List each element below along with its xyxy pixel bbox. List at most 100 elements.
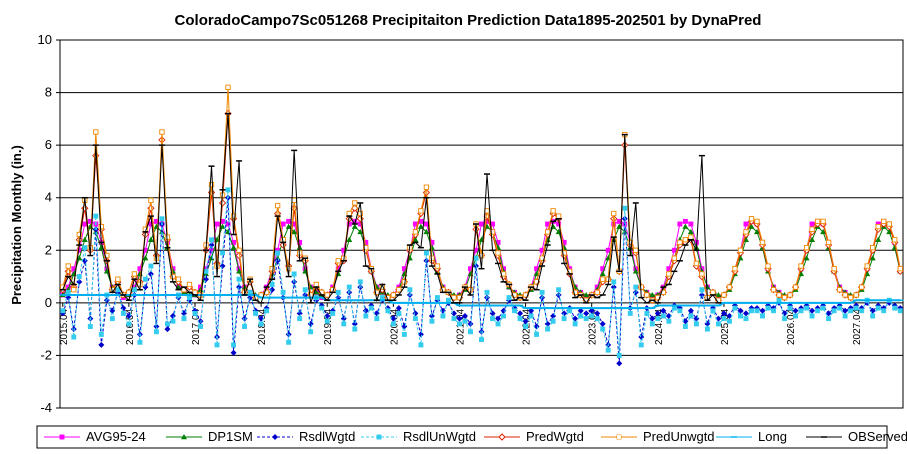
data-point <box>120 305 127 312</box>
data-point <box>836 287 843 293</box>
y-tick-label: -2 <box>40 347 52 362</box>
data-point <box>324 292 330 298</box>
data-point <box>351 320 358 327</box>
data-point <box>357 210 363 217</box>
data-point <box>148 197 154 203</box>
data-point <box>583 316 589 322</box>
data-point <box>324 318 330 324</box>
data-point <box>715 291 722 298</box>
data-point <box>610 284 617 291</box>
data-point <box>539 294 546 301</box>
data-point <box>842 307 849 314</box>
data-point <box>164 326 171 333</box>
data-point <box>473 255 479 261</box>
data-point <box>253 310 259 316</box>
data-point <box>654 310 661 317</box>
data-point <box>600 326 606 332</box>
data-point <box>605 347 611 353</box>
data-point <box>187 295 192 301</box>
data-point <box>81 236 88 242</box>
data-point <box>776 292 782 298</box>
data-point <box>440 313 446 319</box>
data-point <box>71 287 77 293</box>
data-point <box>621 215 628 222</box>
data-point <box>412 310 419 317</box>
data-point <box>688 313 694 319</box>
data-point <box>550 318 556 324</box>
data-point <box>886 221 892 227</box>
data-point <box>594 316 600 322</box>
data-point <box>136 331 143 338</box>
data-point <box>457 321 462 327</box>
data-point <box>561 316 567 322</box>
legend-label: PredUnwgtd <box>643 429 715 444</box>
data-point <box>666 271 672 277</box>
data-point <box>269 282 275 287</box>
data-point <box>352 200 358 206</box>
data-point <box>291 197 297 203</box>
data-point <box>203 276 210 283</box>
data-point <box>363 245 369 251</box>
data-point <box>848 294 854 301</box>
data-point <box>417 223 424 229</box>
data-point <box>776 297 782 303</box>
data-point <box>429 318 435 324</box>
data-point <box>423 228 430 235</box>
data-point <box>472 263 479 270</box>
data-point <box>611 210 617 217</box>
data-point <box>296 244 303 250</box>
data-point <box>231 342 237 348</box>
data-point <box>512 308 518 314</box>
data-point <box>759 307 766 314</box>
data-point <box>148 263 154 269</box>
data-point <box>362 307 369 314</box>
legend-box <box>36 425 888 449</box>
data-point <box>220 250 225 256</box>
data-point <box>495 321 501 327</box>
data-point <box>225 221 231 227</box>
data-point <box>286 339 292 345</box>
data-point <box>137 339 143 345</box>
data-point <box>214 221 220 227</box>
data-point <box>412 316 418 322</box>
data-point <box>280 289 286 295</box>
data-point <box>578 313 584 319</box>
data-point <box>346 289 353 296</box>
data-point <box>181 316 187 322</box>
data-point <box>655 316 661 322</box>
legend-label: Long <box>758 429 787 444</box>
data-point <box>175 276 182 282</box>
data-point <box>721 292 727 298</box>
data-point <box>65 263 71 269</box>
data-point <box>131 271 138 277</box>
data-point <box>346 236 353 242</box>
data-point <box>632 268 639 274</box>
data-point <box>313 289 320 295</box>
y-tick-label: 6 <box>45 137 52 152</box>
y-axis-label: Precipitation Monthly (in.) <box>9 145 24 305</box>
data-point <box>98 341 105 348</box>
data-point <box>142 255 149 261</box>
data-point <box>544 229 551 235</box>
data-point <box>638 342 644 348</box>
data-point <box>737 307 744 314</box>
data-point <box>726 318 732 324</box>
data-point <box>837 305 843 311</box>
y-tick-label: 0 <box>45 295 52 310</box>
data-point <box>335 270 342 277</box>
data-point <box>390 292 396 298</box>
data-point <box>462 318 468 324</box>
data-point <box>793 313 799 319</box>
data-point <box>666 318 672 324</box>
data-point <box>230 244 237 250</box>
data-point <box>875 305 881 311</box>
data-point <box>809 221 815 227</box>
data-point <box>478 328 485 335</box>
data-point <box>715 315 722 322</box>
data-point <box>87 324 93 329</box>
data-point <box>743 229 749 235</box>
data-point <box>363 313 369 319</box>
data-point <box>429 255 435 261</box>
data-point <box>208 255 215 261</box>
data-point <box>792 284 799 290</box>
